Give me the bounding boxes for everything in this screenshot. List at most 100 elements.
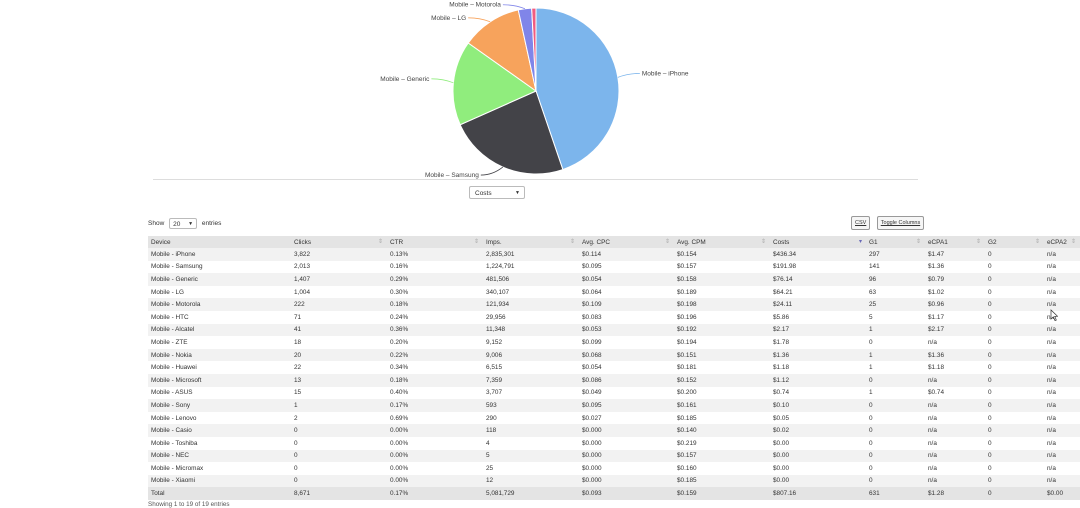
column-header-label: eCPA2 xyxy=(1047,238,1067,246)
table-row: Mobile - iPhone 3,822 0.13% 2,835,301 $0.114… xyxy=(148,248,1080,261)
column-header-4[interactable]: Avg. CPC ⇕ xyxy=(579,236,674,248)
table-cell: $436.34 xyxy=(770,248,866,261)
table-cell: $1.18 xyxy=(925,361,985,374)
pie-slice[interactable] xyxy=(531,7,537,92)
pie-connector xyxy=(617,72,640,78)
table-cell: $0.05 xyxy=(770,411,866,425)
total-cell: 8,671 xyxy=(291,487,387,501)
table-cell: n/a xyxy=(1044,285,1080,299)
table-cell: $0.054 xyxy=(579,273,674,286)
sort-icon: ⇕ xyxy=(569,239,575,245)
table-cell: n/a xyxy=(1044,449,1080,463)
table-cell: $0.095 xyxy=(579,399,674,412)
table-cell: $0.109 xyxy=(579,298,674,311)
column-header-3[interactable]: Imps. ⇕ xyxy=(483,236,579,248)
table-cell: $0.157 xyxy=(674,449,770,463)
pie-connector xyxy=(480,166,504,176)
table-cell: Mobile - ZTE xyxy=(148,336,291,349)
table-cell: 0 xyxy=(866,436,925,450)
table-row: Mobile - Lenovo 2 0.69% 290 $0.027 $0.185 $0.0… xyxy=(148,411,1080,425)
table-cell: 0.00% xyxy=(387,436,483,450)
table-cell: 0 xyxy=(985,424,1044,437)
table-cell: $0.185 xyxy=(674,474,770,488)
table-cell: $1.36 xyxy=(925,348,985,362)
table-cell: 22 xyxy=(291,361,387,374)
table-row: Mobile - Samsung 2,013 0.16% 1,224,791 $0.09… xyxy=(148,260,1080,274)
sort-icon: ⇕ xyxy=(1070,239,1076,245)
column-header-7[interactable]: G1 ⇕ xyxy=(866,236,925,248)
table-cell: 0 xyxy=(866,474,925,488)
pie-slice[interactable] xyxy=(467,9,537,93)
table-cell: Mobile - HTC xyxy=(148,310,291,324)
sort-icon: ⇕ xyxy=(915,239,921,245)
metric-select-value: Costs xyxy=(475,190,492,197)
column-header-6[interactable]: Costs ▾ xyxy=(770,236,866,248)
table-cell: 0 xyxy=(291,436,387,450)
table-row: Mobile - ASUS 15 0.40% 3,707 $0.049 $0.200 $0.… xyxy=(148,386,1080,400)
table-cell: $0.000 xyxy=(579,449,674,463)
table-buttons: CSV Toggle Columns xyxy=(851,216,926,234)
table-cell: 1,407 xyxy=(291,273,387,286)
table-cell: $24.11 xyxy=(770,298,866,311)
table-row: Mobile - LG 1,004 0.30% 340,107 $0.064 $0.189… xyxy=(148,285,1080,299)
entries-select[interactable]: 20 ▼ xyxy=(169,218,198,229)
entries-select-value: 20 xyxy=(173,221,181,228)
column-header-0[interactable]: Device xyxy=(148,236,291,248)
total-cell: Total xyxy=(148,487,291,501)
table-cell: $0.00 xyxy=(770,474,866,488)
table-cell: 0 xyxy=(985,285,1044,299)
show-label: Show xyxy=(148,220,165,228)
table-cell: 1,004 xyxy=(291,285,387,299)
table-row: Mobile - Toshiba 0 0.00% 4 $0.000 $0.219 $0.00… xyxy=(148,436,1080,450)
entries-label: entries xyxy=(201,220,222,228)
table-cell: 11,348 xyxy=(483,323,579,337)
table-cell: 1 xyxy=(866,386,925,400)
device-pie-chart: Mobile – iPhone Mobile – Samsung Mobile – … xyxy=(0,0,1080,180)
csv-button[interactable]: CSV xyxy=(851,216,871,230)
total-cell: $0.159 xyxy=(674,487,770,501)
table-cell: 12 xyxy=(483,474,579,488)
table-cell: 20 xyxy=(291,348,387,362)
table-cell: 2,013 xyxy=(291,260,387,274)
table-cell: n/a xyxy=(1044,323,1080,337)
column-header-1[interactable]: Clicks ⇕ xyxy=(291,236,387,248)
metric-select[interactable]: Costs ▼ xyxy=(469,186,525,199)
column-header-2[interactable]: CTR ⇕ xyxy=(387,236,483,248)
table-cell: 2,835,301 xyxy=(483,248,579,261)
table-header-row: Device Clicks ⇕ CTR ⇕ Imps. ⇕ Avg. CPC ⇕ Avg. CPM… xyxy=(148,236,1080,248)
table-cell: Mobile - Alcatel xyxy=(148,323,291,337)
pie-connector xyxy=(502,4,526,10)
table-cell: 0 xyxy=(866,424,925,437)
table-cell: n/a xyxy=(1044,386,1080,400)
pie-slice[interactable] xyxy=(459,90,564,175)
table-cell: 0 xyxy=(985,373,1044,387)
table-cell: $0.196 xyxy=(674,310,770,324)
table-cell: 9,006 xyxy=(483,348,579,362)
table-cell: 0.34% xyxy=(387,361,483,374)
table-cell: 1 xyxy=(291,399,387,412)
column-header-5[interactable]: Avg. CPM ⇕ xyxy=(674,236,770,248)
pie-slice[interactable] xyxy=(452,42,538,126)
table-cell: 7,359 xyxy=(483,373,579,387)
sort-icon: ⇕ xyxy=(664,239,670,245)
table-cell: 25 xyxy=(866,298,925,311)
column-header-label: Costs xyxy=(773,238,790,246)
pie-chart-svg: Mobile – iPhone Mobile – Samsung Mobile – … xyxy=(380,2,689,179)
table-cell: n/a xyxy=(1044,411,1080,425)
table-cell: 0 xyxy=(985,323,1044,337)
table-cell: 0.24% xyxy=(387,310,483,324)
table-cell: $0.00 xyxy=(770,436,866,450)
table-cell: $1.17 xyxy=(925,310,985,324)
table-cell: 222 xyxy=(291,298,387,311)
toggle-columns-button[interactable]: Toggle Columns xyxy=(876,216,925,230)
table-cell: 4 xyxy=(483,436,579,450)
sort-icon: ⇕ xyxy=(1034,239,1040,245)
table-cell: $0.74 xyxy=(770,386,866,400)
table-cell: n/a xyxy=(1044,462,1080,475)
column-header-8[interactable]: eCPA1 ⇕ xyxy=(925,236,985,248)
column-header-9[interactable]: G2 ⇕ xyxy=(985,236,1044,248)
table-cell: 1 xyxy=(866,361,925,374)
column-header-10[interactable]: eCPA2 ⇕ xyxy=(1044,236,1080,248)
pie-slice[interactable] xyxy=(535,7,620,171)
table-cell: 0 xyxy=(985,474,1044,488)
